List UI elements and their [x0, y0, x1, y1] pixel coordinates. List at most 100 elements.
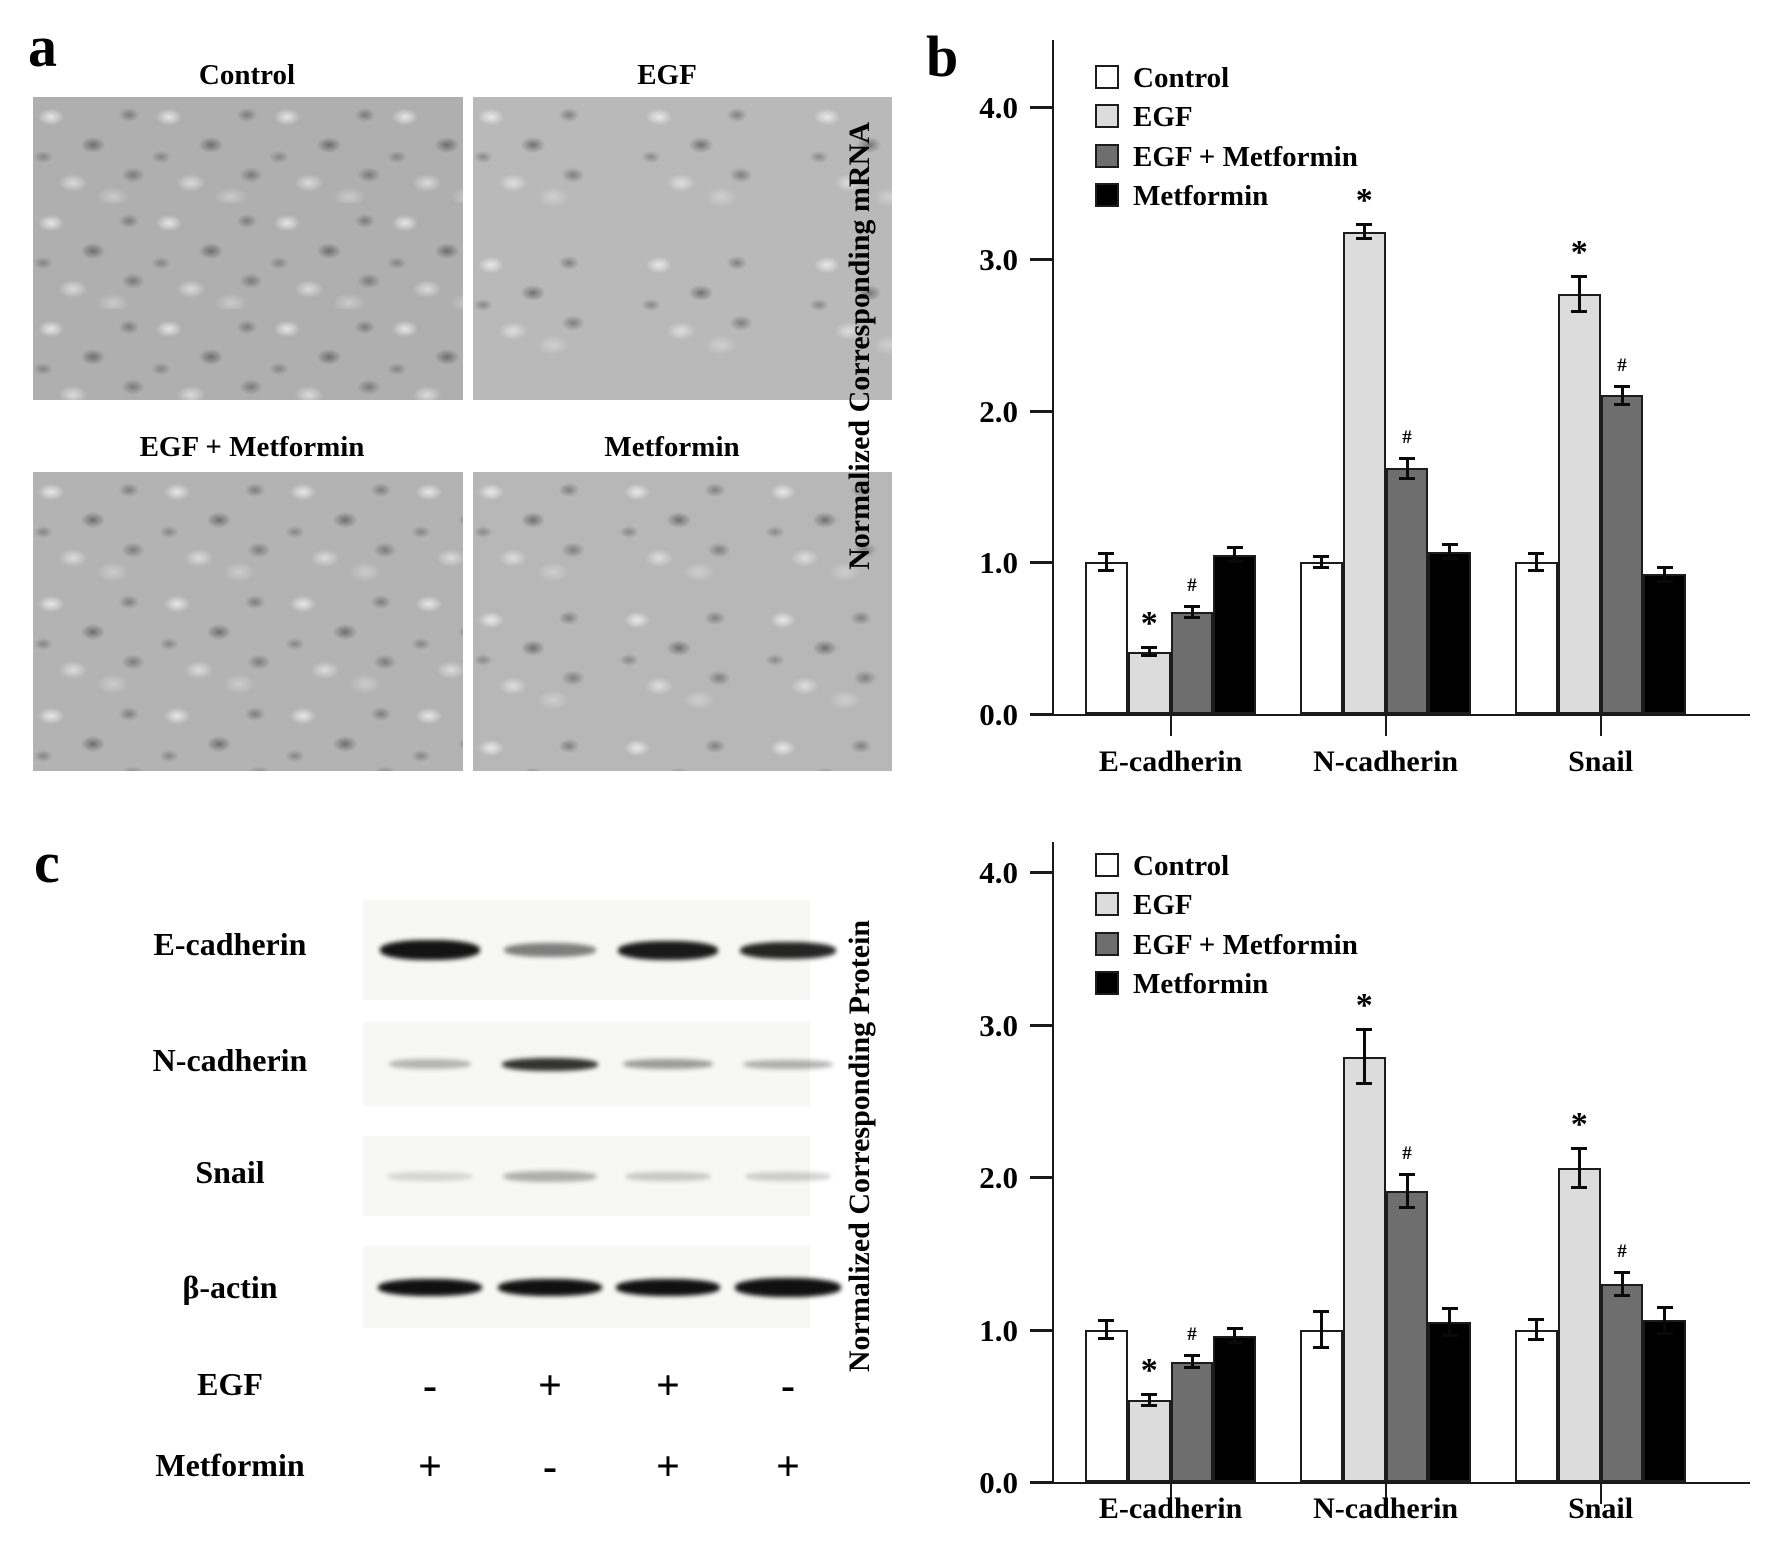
error-bar-cap-bottom — [1614, 402, 1630, 406]
error-bar-cap-bottom — [1441, 1333, 1458, 1337]
error-bar-cap-top — [1399, 1172, 1415, 1176]
error-bar-cap-top — [1528, 552, 1545, 556]
blot-band-E-cadherin-lane2 — [504, 943, 596, 957]
y-tick — [1030, 713, 1052, 716]
bar-Control-Snail — [1515, 562, 1558, 714]
error-bar-cap-top — [1614, 385, 1630, 389]
error-bar — [1577, 1148, 1581, 1188]
blot-band-E-cadherin-lane4 — [740, 941, 836, 959]
bar-EGF-N-cadherin — [1342, 231, 1386, 714]
legend-swatch-1 — [1095, 104, 1119, 129]
condition-sign-Metformin-lane1: + — [418, 1444, 442, 1490]
y-tick — [1030, 1176, 1052, 1179]
y-tick-label: 4.0 — [979, 90, 1018, 126]
error-bar — [1405, 1173, 1409, 1208]
error-bar-cap-top — [1441, 1307, 1458, 1311]
category-label: Snail — [1568, 1492, 1634, 1525]
condition-sign-EGF-lane4: - — [781, 1363, 795, 1409]
error-bar-cap-bottom — [1098, 569, 1115, 573]
chart-protein: 0.0 1.0 2.0 3.0 4.0 Normalized Corresponding … — [830, 790, 1772, 1542]
y-axis — [1052, 40, 1054, 716]
error-bar — [1233, 1327, 1237, 1344]
y-axis-title: Normalized Corresponding Protein — [843, 919, 876, 1373]
blot-band-β-actin-lane3 — [616, 1278, 720, 1296]
blot-band-β-actin-lane2 — [498, 1278, 602, 1296]
panel-a: a Control EGF EGF + Metformin Metformin — [0, 0, 892, 780]
error-bar-cap-bottom — [1141, 1403, 1158, 1407]
significance-annotation: * — [1140, 1351, 1158, 1389]
error-bar-cap-bottom — [1313, 1345, 1330, 1349]
legend-label-2: EGF + Metformin — [1133, 140, 1358, 173]
significance-annotation: * — [1570, 1106, 1588, 1144]
y-tick-label: 0.0 — [979, 1465, 1018, 1500]
error-bar-cap-bottom — [1399, 476, 1415, 480]
panel-c-letter: c — [34, 830, 60, 895]
error-bar — [1663, 566, 1667, 582]
condition-sign-Metformin-lane4: + — [776, 1444, 800, 1490]
x-axis — [1052, 1482, 1750, 1484]
error-bar-cap-top — [1441, 543, 1458, 547]
error-bar — [1104, 553, 1108, 572]
blot-row-label-1: N-cadherin — [152, 1042, 308, 1078]
bar-Metformin-Snail — [1643, 1320, 1687, 1482]
bar-Control-E-cadherin — [1085, 562, 1128, 714]
category-label: E-cadherin — [1098, 1492, 1243, 1525]
error-bar — [1147, 1393, 1151, 1406]
bar-Metformin-E-cadherin — [1213, 1335, 1257, 1482]
condition-sign-EGF-lane3: + — [656, 1363, 680, 1409]
error-bar-cap-bottom — [1356, 1081, 1373, 1085]
bar-Control-Snail — [1515, 1329, 1558, 1482]
error-bar-cap-top — [1614, 1270, 1630, 1274]
error-bar-cap-bottom — [1356, 237, 1373, 241]
error-bar-cap-top — [1184, 605, 1200, 609]
y-tick-label: 2.0 — [979, 1160, 1018, 1195]
error-bar — [1534, 1318, 1538, 1341]
bar-Control-N-cadherin — [1300, 1329, 1343, 1482]
error-bar-cap-top — [1313, 1310, 1330, 1314]
error-bar-cap-top — [1528, 1317, 1545, 1321]
y-tick-label: 4.0 — [979, 855, 1018, 890]
error-bar-cap-top — [1313, 555, 1330, 559]
error-bar-cap-top — [1226, 546, 1243, 550]
x-axis — [1052, 714, 1750, 716]
y-tick — [1030, 106, 1052, 110]
blot-band-N-cadherin-lane4 — [743, 1059, 833, 1069]
panel-a-letter: a — [28, 14, 57, 79]
category-tick — [1169, 714, 1172, 736]
category-label: N-cadherin — [1313, 745, 1459, 778]
bar-EGF-Snail — [1557, 293, 1601, 714]
micrograph-label-metformin: Metformin — [604, 431, 740, 463]
error-bar-cap-bottom — [1399, 1205, 1415, 1209]
y-tick-label: 3.0 — [979, 1007, 1018, 1043]
legend-swatch-3 — [1095, 183, 1119, 208]
category-label: Snail — [1568, 745, 1634, 778]
y-tick-label: 1.0 — [979, 545, 1018, 581]
error-bar-cap-top — [1656, 565, 1673, 569]
condition-label-Metformin: Metformin — [155, 1447, 305, 1483]
y-tick — [1030, 871, 1052, 874]
y-tick — [1030, 1481, 1052, 1484]
bar-Control-E-cadherin — [1085, 1329, 1128, 1482]
error-bar-cap-bottom — [1528, 569, 1545, 573]
error-bar — [1448, 544, 1452, 560]
blot-strip-0 — [363, 900, 836, 1000]
legend-label-1: EGF — [1133, 101, 1193, 134]
y-tick — [1030, 409, 1052, 413]
y-tick — [1030, 257, 1052, 261]
error-bar-cap-bottom — [1141, 654, 1158, 658]
error-bar-cap-top — [1141, 1392, 1158, 1396]
y-axis-title: Normalized Corresponding mRNA — [843, 122, 876, 570]
error-bar — [1620, 386, 1624, 405]
condition-sign-EGF-lane2: + — [538, 1363, 562, 1409]
category-tick — [1599, 1482, 1602, 1504]
blot-row-label-2: Snail — [195, 1154, 265, 1190]
condition-label-EGF: EGF — [197, 1366, 263, 1402]
y-axis — [1052, 842, 1054, 1484]
significance-annotation: * — [1140, 605, 1158, 643]
error-bar — [1319, 556, 1323, 569]
error-bar-cap-bottom — [1441, 557, 1458, 561]
category-tick — [1599, 714, 1602, 736]
blot-band-Snail-lane1 — [387, 1171, 473, 1181]
significance-annotation: # — [1617, 1240, 1627, 1262]
condition-sign-Metformin-lane3: + — [656, 1444, 680, 1490]
